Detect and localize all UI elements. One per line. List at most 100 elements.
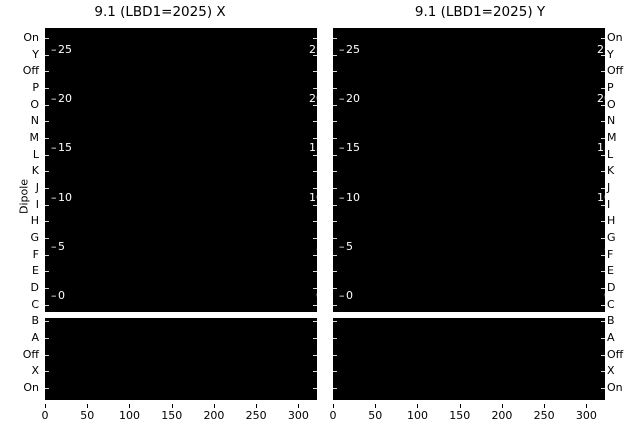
x-tick-mark: [298, 404, 300, 408]
category-tick-mark-right: [313, 154, 317, 156]
category-tick-mark-right: [313, 188, 317, 189]
inner-y-tick-label-right: 25: [597, 42, 605, 56]
category-tick-mark-right: [601, 38, 605, 39]
category-tick-mark: [333, 221, 337, 223]
category-tick-mark-right: [601, 204, 605, 206]
x-tick-mark: [129, 404, 131, 408]
inner-y-tick-value: 5: [346, 239, 353, 253]
panel-column-x: 9.1 (LBD1=2025) X –2525–2020–1515–1010–5…: [42, 4, 317, 422]
inner-y-tick-label-right: 0: [604, 290, 605, 301]
inner-y-tick-label: –5: [51, 241, 65, 252]
tick-dash-icon: –: [339, 141, 345, 155]
category-tick-mark-right: [601, 104, 605, 106]
tick-dash-icon: –: [339, 289, 345, 303]
inner-y-tick-label-right: 5: [604, 241, 605, 252]
category-tick-mark: [333, 238, 337, 239]
category-tick-mark: [333, 321, 337, 323]
category-tick-mark-right: [313, 38, 317, 39]
x-tick-mark: [501, 404, 503, 408]
inner-y-tick-value: 15: [58, 141, 72, 155]
category-tick-mark-right: [601, 321, 605, 323]
x-tick-label: 200: [203, 409, 225, 422]
category-tick-mark-right: [313, 321, 317, 323]
category-tick-mark: [333, 288, 337, 289]
category-tick-mark-right: [601, 54, 605, 56]
category-label-right: G: [607, 231, 616, 244]
category-label-right: O: [607, 97, 616, 111]
category-label-right: L: [607, 147, 614, 161]
plot-area-x-bottom[interactable]: [45, 318, 317, 400]
inner-y-tick-value: 25: [58, 42, 72, 56]
plot-area-x-top[interactable]: –2525–2020–1515–1010–55–00: [45, 28, 317, 312]
category-tick-mark-right: [313, 104, 317, 106]
category-tick-mark: [45, 304, 49, 306]
tick-dash-icon: –: [51, 289, 57, 303]
category-label-left: B: [31, 314, 39, 328]
category-tick-mark: [45, 138, 49, 139]
category-tick-mark-right: [601, 271, 605, 273]
category-tick-mark: [45, 54, 49, 56]
category-label-left: D: [30, 281, 39, 294]
category-tick-mark-right: [601, 171, 605, 173]
x-tick-mark: [87, 404, 89, 408]
x-tick-label: 0: [329, 409, 337, 422]
category-tick-mark: [45, 71, 49, 73]
category-label-left: Off: [22, 64, 39, 78]
category-tick-mark: [333, 204, 337, 206]
inner-y-tick-label: –10: [339, 192, 360, 203]
x-tick-label: 50: [80, 409, 95, 422]
tick-dash-icon: –: [339, 190, 345, 204]
x-tick-label: 250: [533, 409, 555, 422]
category-label-left: G: [30, 231, 39, 244]
x-tick-label: 300: [575, 409, 597, 422]
x-tick-mark: [213, 404, 215, 408]
category-tick-mark-right: [313, 138, 317, 139]
category-label-right: E: [607, 264, 614, 278]
category-label-left: Y: [32, 47, 39, 61]
inner-y-tick-value: 20: [346, 92, 360, 105]
x-tick-mark: [544, 404, 546, 408]
tick-dash-icon: –: [339, 239, 345, 253]
inner-y-tick-value: 0: [346, 289, 353, 303]
category-tick-mark: [333, 271, 337, 273]
x-tick-label: 50: [368, 409, 383, 422]
category-label-right: P: [607, 81, 614, 94]
category-label-right: Off: [607, 64, 624, 78]
category-tick-mark: [45, 254, 49, 256]
inner-y-tick-label: –25: [339, 44, 360, 55]
category-label-right: On: [607, 31, 623, 44]
inner-y-tick-value: 10: [346, 190, 360, 204]
category-tick-mark-right: [601, 371, 605, 373]
category-tick-mark-right: [313, 54, 317, 56]
category-label-left: E: [32, 264, 39, 278]
inner-y-tick-label-right: 20: [309, 92, 317, 105]
category-label-right: B: [607, 314, 615, 328]
category-tick-mark-right: [601, 188, 605, 189]
category-label-left: P: [32, 81, 39, 94]
inner-y-tick-label: –15: [51, 142, 72, 153]
category-tick-mark-right: [601, 71, 605, 73]
category-label-right: Off: [607, 347, 624, 361]
category-tick-mark-right: [313, 221, 317, 223]
category-label-left: M: [29, 131, 40, 144]
inner-y-tick-label: –25: [51, 44, 72, 55]
category-tick-mark-right: [601, 254, 605, 256]
plot-area-y-top[interactable]: –2525–2020–1515–1010–55–00: [333, 28, 605, 312]
category-label-right: M: [607, 131, 617, 144]
inner-y-tick-value: 25: [346, 42, 360, 56]
category-tick-mark: [45, 121, 49, 123]
x-tick-mark: [171, 404, 173, 408]
x-axis-y: 0 50 100 150 200 250 300: [329, 404, 605, 434]
category-tick-mark-right: [601, 138, 605, 139]
category-tick-mark-right: [601, 121, 605, 123]
inner-y-tick-label: –15: [339, 142, 360, 153]
plot-area-y-bottom[interactable]: [333, 318, 605, 400]
tick-dash-icon: –: [51, 190, 57, 204]
category-tick-mark: [45, 204, 49, 206]
panel-column-y: 9.1 (LBD1=2025) Y –2525–2020–1515–1010–5…: [320, 0, 640, 440]
category-tick-mark: [45, 188, 49, 189]
category-tick-mark-right: [313, 88, 317, 89]
category-label-right: On: [607, 381, 623, 394]
panel-title-y: 9.1 (LBD1=2025) Y: [414, 4, 546, 20]
